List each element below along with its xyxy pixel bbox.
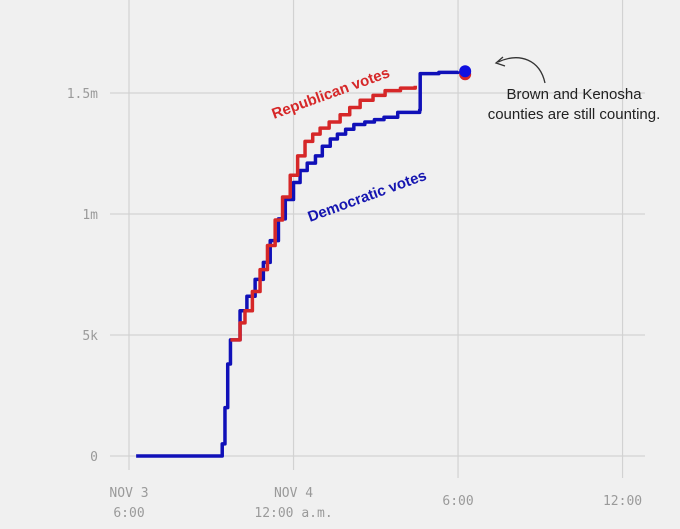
x-tick-label-line2: 12:00 a.m. <box>254 506 332 521</box>
annotation-arrowhead <box>494 56 506 67</box>
annotation-line2: counties are still counting. <box>488 106 661 123</box>
republican-votes-line <box>230 85 418 342</box>
x-tick-label-line1: NOV 3 <box>109 486 148 501</box>
y-tick-label: 0 <box>90 450 98 465</box>
democratic-label: Democratic votes <box>306 167 429 226</box>
x-tick-label-line2: 6:00 <box>113 506 144 521</box>
x-tick-label-line2: 6:00 <box>442 494 473 509</box>
y-tick-label: 1m <box>82 208 98 223</box>
y-tick-label: 1.5m <box>67 87 98 102</box>
x-tick-label-line1: NOV 4 <box>274 486 313 501</box>
democratic-votes-line <box>136 70 460 458</box>
annotation-arrow <box>497 57 546 84</box>
x-tick-label-line2: 12:00 <box>603 494 642 509</box>
annotation-line1: Brown and Kenosha <box>506 86 642 103</box>
y-tick-label: 5k <box>82 329 98 344</box>
democratic-marker <box>459 65 472 78</box>
